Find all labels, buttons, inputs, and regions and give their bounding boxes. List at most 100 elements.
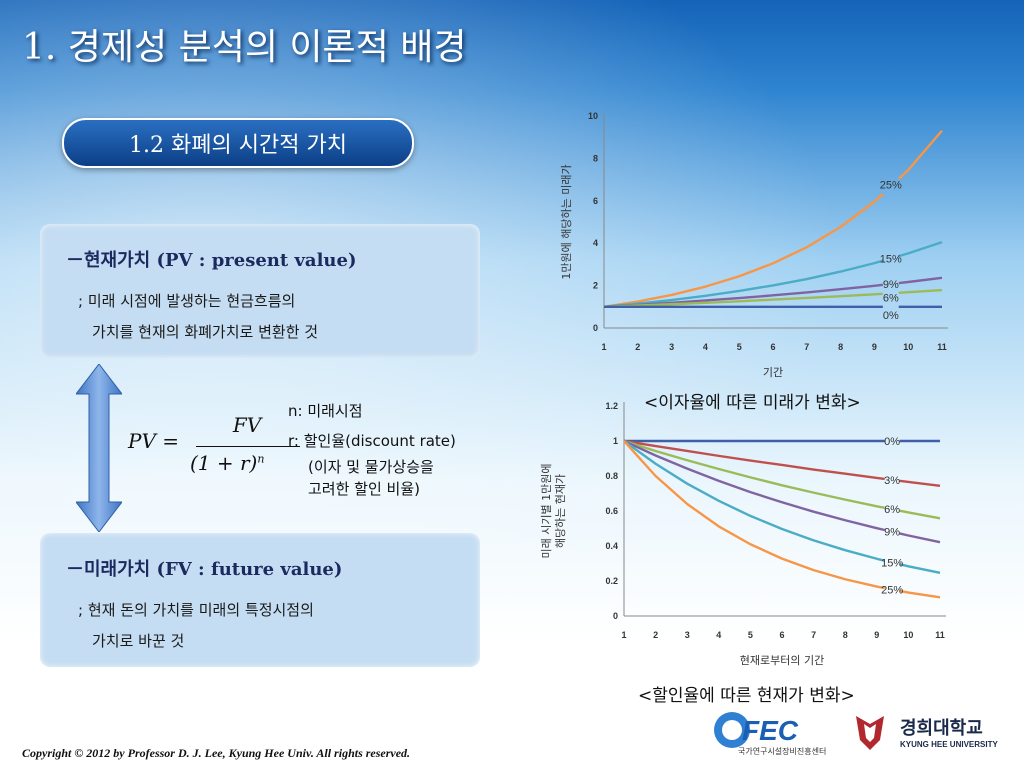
double-arrow-icon [76, 364, 122, 532]
x-tick-label: 7 [811, 630, 816, 640]
present-value-box: －현재가치 (PV : present value) ; 미래 시점에 발생하는… [40, 224, 480, 358]
x-tick-label: 11 [937, 342, 947, 352]
present-value-title: －현재가치 (PV : present value) [66, 250, 357, 271]
future-value-description: ; 현재 돈의 가치를 미래의 특정시점의 가치로 바꾼 것 [78, 595, 314, 657]
series-line-tail-9pct [898, 276, 943, 285]
y-tick-label: 8 [593, 153, 598, 163]
y-axis-title: 해당하는 현재가 [553, 474, 567, 548]
series-line-tail-3pct [899, 479, 941, 487]
series-line-tail-9pct [899, 532, 941, 544]
x-tick-label: 10 [903, 342, 913, 352]
future-value-chart-caption: <이자율에 따른 미래가 변화> [644, 393, 861, 413]
formula-denominator: (1 + r)n [190, 451, 264, 475]
series-line-tail-6pct [899, 509, 941, 520]
series-label-0pct: 0% [883, 310, 899, 322]
x-tick-label: 3 [685, 630, 690, 640]
x-tick-label: 4 [716, 630, 721, 640]
series-line-6pct [603, 292, 883, 308]
x-tick-label: 2 [653, 630, 658, 640]
series-label-25pct: 25% [881, 584, 903, 596]
series-label-9pct: 9% [884, 527, 900, 539]
series-line-tail-25pct [899, 589, 941, 599]
y-tick-label: 10 [588, 111, 598, 121]
series-label-15pct: 15% [881, 557, 903, 569]
formula-lhs: PV = [128, 429, 180, 453]
series-line-6pct [623, 439, 885, 509]
formula-fraction-bar [196, 446, 300, 447]
x-tick-label: 8 [843, 630, 848, 640]
series-line-tail-25pct [897, 129, 943, 180]
x-tick-label: 6 [779, 630, 784, 640]
future-value-desc-line2: 가치로 바꾼 것 [92, 632, 185, 650]
series-line-tail-15pct [899, 563, 941, 574]
series-label-0pct: 0% [884, 436, 900, 448]
series-line-9pct [623, 439, 885, 532]
y-tick-label: 0.8 [605, 471, 618, 481]
variable-n: n: 미래시점 [288, 402, 363, 420]
y-tick-label: 1 [613, 436, 618, 446]
khu-logo-name: 경희대학교 [900, 717, 983, 739]
x-axis-title: 기간 [763, 366, 783, 379]
x-tick-label: 8 [838, 342, 843, 352]
present-value-description: ; 미래 시점에 발생하는 현금흐름의 가치를 현재의 화폐가치로 변환한 것 [78, 286, 318, 348]
series-line-tail-6pct [898, 288, 943, 294]
x-tick-label: 3 [669, 342, 674, 352]
khu-logo-english: KYUNG HEE UNIVERSITY [900, 740, 998, 749]
series-line-25pct [603, 192, 884, 308]
x-tick-label: 2 [635, 342, 640, 352]
fec-logo-text: FEC [742, 715, 799, 746]
slide-title: 1. 경제성 분석의 이론적 배경 [22, 27, 467, 68]
variable-r: r: 할인율(discount rate) [288, 432, 456, 450]
present-value-desc-line2: 가치를 현재의 화폐가치로 변환한 것 [92, 323, 319, 341]
formula-exponent: n [257, 452, 265, 466]
formula-numerator: FV [232, 413, 262, 437]
variable-r-note2: 고려한 할인 비율) [308, 480, 420, 498]
x-tick-label: 10 [903, 630, 913, 640]
series-line-25pct [623, 440, 885, 590]
x-tick-label: 9 [874, 630, 879, 640]
fec-logo: FEC 국가연구시설장비진흥센터 [714, 712, 826, 756]
y-tick-label: 1.2 [605, 401, 618, 411]
formula-denominator-base: (1 + r) [190, 451, 258, 475]
y-tick-label: 0 [613, 611, 618, 621]
copyright-footer: Copyright © 2012 by Professor D. J. Lee,… [22, 746, 411, 760]
x-tick-label: 1 [621, 630, 626, 640]
future-value-box: －미래가치 (FV : future value) ; 현재 돈의 가치를 미래… [40, 533, 480, 667]
x-axis-title: 현재로부터의 기간 [740, 654, 824, 667]
y-tick-label: 4 [593, 238, 598, 248]
series-line-15pct [603, 259, 884, 308]
x-tick-label: 9 [872, 342, 877, 352]
y-tick-label: 0.2 [605, 576, 618, 586]
series-label-6pct: 6% [883, 292, 899, 304]
variable-r-note1: (이자 및 물가상승을 [308, 458, 434, 476]
present-value-desc-line1: ; 미래 시점에 발생하는 현금흐름의 [78, 292, 296, 310]
y-axis-title: 1만원에 해당하는 미래가 [559, 164, 573, 279]
series-label-15pct: 15% [880, 253, 902, 265]
y-tick-label: 0.4 [605, 541, 618, 551]
present-value-chart-caption: <할인율에 따른 현재가 변화> [638, 686, 855, 706]
section-heading: 1.2 화폐의 시간적 가치 [129, 133, 347, 158]
khu-logo: 경희대학교 KYUNG HEE UNIVERSITY [856, 716, 998, 750]
variable-notes: n: 미래시점 r: 할인율(discount rate) (이자 및 물가상승… [288, 396, 456, 500]
x-tick-label: 1 [601, 342, 606, 352]
series-line-tail-15pct [898, 241, 943, 258]
section-heading-pill: 1.2 화폐의 시간적 가치 [62, 118, 414, 168]
y-tick-label: 0.6 [605, 506, 618, 516]
series-line-15pct [623, 440, 885, 562]
series-label-9pct: 9% [883, 279, 899, 291]
series-line-3pct [623, 439, 885, 481]
y-tick-label: 6 [593, 196, 598, 206]
y-axis-title: 미래 시기별 1만원에 [540, 464, 553, 559]
x-tick-label: 5 [748, 630, 753, 640]
x-tick-label: 7 [804, 342, 809, 352]
x-tick-label: 5 [737, 342, 742, 352]
x-tick-label: 4 [703, 342, 708, 352]
x-tick-label: 11 [935, 630, 945, 640]
series-label-25pct: 25% [880, 179, 902, 191]
y-tick-label: 2 [593, 281, 598, 291]
series-label-6pct: 6% [884, 504, 900, 516]
future-value-desc-line1: ; 현재 돈의 가치를 미래의 특정시점의 [78, 601, 314, 619]
x-tick-label: 6 [770, 342, 775, 352]
present-value-chart: 0 0.2 0.4 0.6 0.8 1 1.2 1 2 3 4 5 6 7 8 9 10 11 현재로부터의 기간 미… [540, 401, 946, 667]
